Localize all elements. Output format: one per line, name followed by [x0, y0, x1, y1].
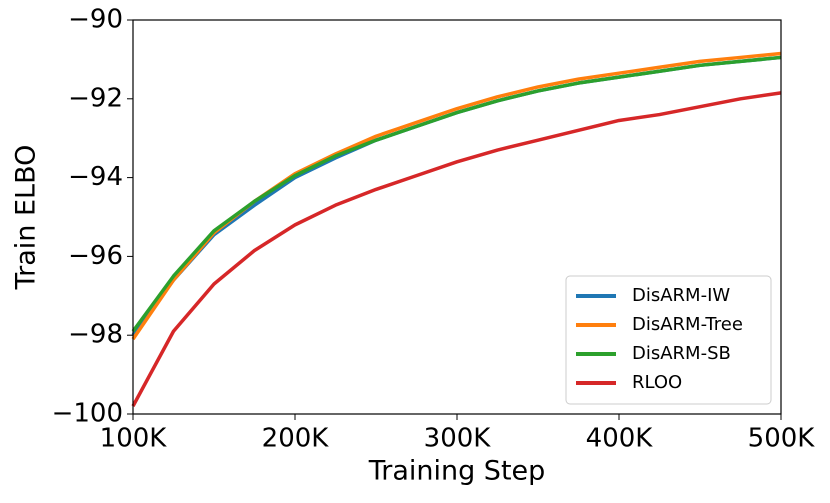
legend-label: DisARM-Tree [632, 314, 743, 335]
y-tick-label: −96 [68, 241, 123, 271]
y-tick-label: −100 [52, 399, 123, 429]
legend-label: RLOO [632, 372, 682, 393]
y-tick-label: −90 [68, 5, 123, 35]
x-axis-label: Training Step [368, 456, 546, 487]
x-tick-label: 400K [586, 424, 654, 454]
y-axis-label: Train ELBO [11, 145, 42, 291]
series-line [131, 91, 782, 407]
y-tick-label: −98 [68, 320, 123, 350]
legend-label: DisARM-IW [632, 285, 730, 306]
plot-frame [132, 19, 782, 415]
y-tick-label: −92 [68, 83, 123, 113]
legend-label: DisARM-SB [632, 343, 731, 364]
legend: DisARM-IW DisARM-Tree DisARM-SB RLOO [565, 275, 772, 405]
x-tick-label: 500K [748, 424, 816, 454]
x-tick-label: 100K [100, 424, 168, 454]
series-line [131, 55, 782, 333]
x-tick-label: 300K [424, 424, 492, 454]
y-tick-label: −94 [68, 162, 123, 192]
legend-box [565, 275, 772, 405]
x-tick-label: 200K [262, 424, 330, 454]
